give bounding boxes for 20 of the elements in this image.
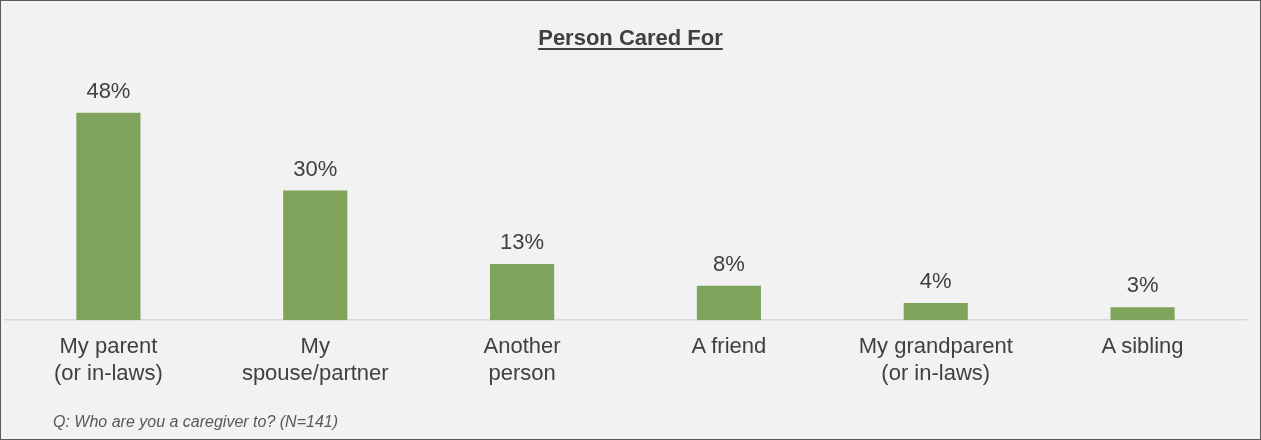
x-tick-label: My spouse/partner [241,333,389,385]
data-label: 8% [713,250,745,276]
data-label: 3% [1126,272,1159,298]
x-tick-label: Another person [483,333,561,385]
x-tick-label: My parent (or in-laws) [54,333,163,385]
data-label: 30% [293,155,338,181]
data-label: 4% [919,267,952,293]
data-label: 48% [86,77,131,103]
bar [76,112,141,321]
chart-title: Person Cared For [538,25,724,50]
data-label: 13% [500,229,545,255]
x-tick-label: My grandparent (or in-laws) [858,333,1013,385]
x-tick-label: A friend [691,333,767,359]
x-tick-label: A sibling [1101,333,1184,359]
bar [696,285,761,321]
text: Q: Who are you a caregiver to? (N=141) [53,413,339,430]
bar [903,302,968,321]
bar [283,190,348,321]
bar [490,264,555,321]
bar [1110,307,1175,321]
